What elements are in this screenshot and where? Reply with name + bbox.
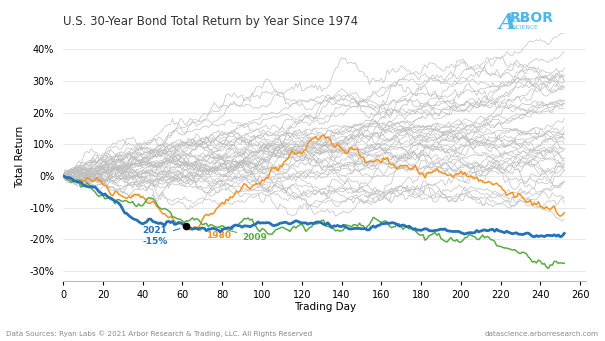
Text: RBOR: RBOR [510, 11, 554, 25]
Text: 2021
-15%: 2021 -15% [143, 226, 180, 246]
Text: Data Sources: Ryan Labs © 2021 Arbor Research & Trading, LLC. All Rights Reserve: Data Sources: Ryan Labs © 2021 Arbor Res… [6, 330, 312, 337]
Text: 2009: 2009 [219, 228, 267, 242]
Y-axis label: Total Return: Total Return [15, 126, 25, 188]
Text: DATA
SCIENCE: DATA SCIENCE [513, 18, 539, 30]
Text: U.S. 30-Year Bond Total Return by Year Since 1974: U.S. 30-Year Bond Total Return by Year S… [63, 15, 358, 28]
Text: datascience.arborresearch.com: datascience.arborresearch.com [485, 331, 599, 337]
Text: 1980: 1980 [195, 229, 231, 240]
Text: A: A [499, 12, 517, 34]
X-axis label: Trading Day: Trading Day [293, 302, 356, 312]
